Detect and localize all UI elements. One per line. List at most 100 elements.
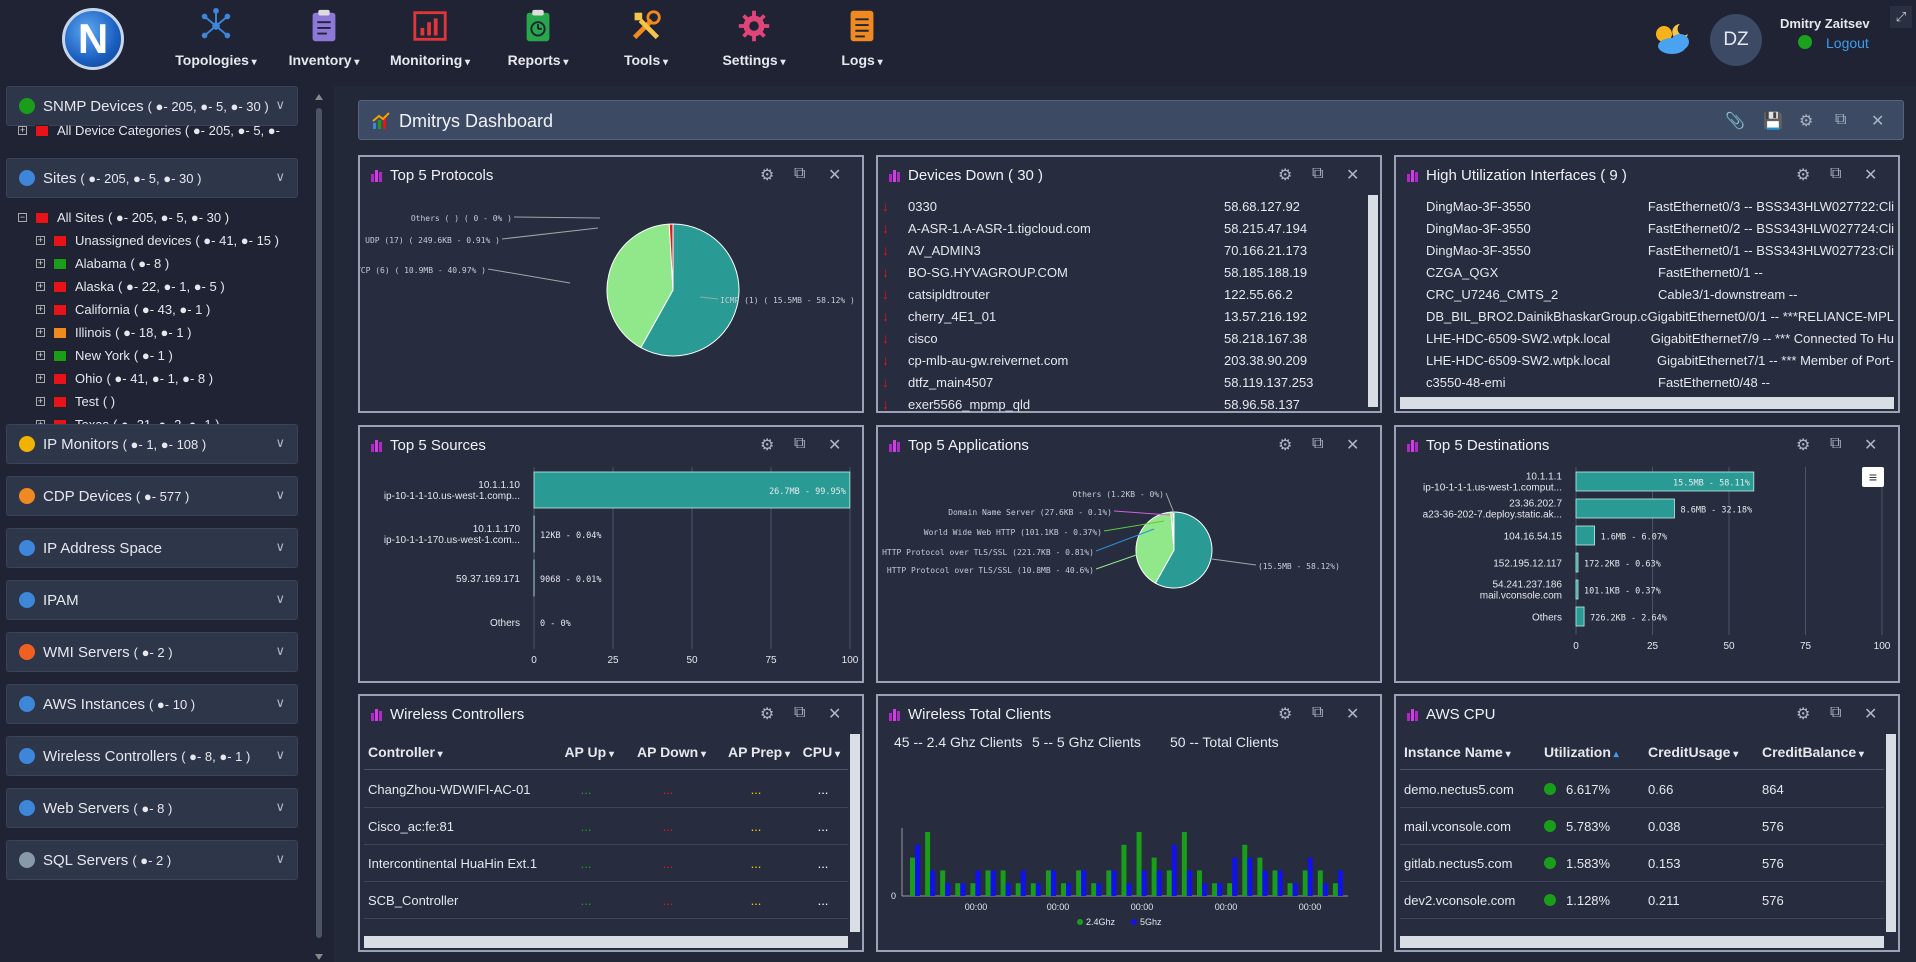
bar-5ghz[interactable]: [915, 844, 920, 896]
restore-icon[interactable]: ⧉: [1835, 111, 1847, 128]
bar[interactable]: [1575, 498, 1675, 519]
close-icon[interactable]: ✕: [1346, 167, 1360, 184]
vertical-scrollbar[interactable]: [850, 734, 860, 932]
site-tree-item[interactable]: + California( ●- 43, ●- 1 ): [36, 302, 210, 317]
bar-5ghz[interactable]: [1247, 857, 1253, 896]
interface-row[interactable]: DB_BIL_BRO2.DainikBhaskarGroup.com Gigabi…: [1426, 305, 1894, 327]
sidebar-section-accordion[interactable]: CDP Devices( ●- 577 ) ∨: [6, 476, 298, 516]
bar-5ghz[interactable]: [1066, 883, 1072, 896]
gear-icon[interactable]: ⚙: [760, 167, 775, 184]
bar-2.4ghz[interactable]: [1166, 870, 1172, 896]
bar-5ghz[interactable]: [975, 870, 981, 896]
save-icon[interactable]: 💾: [1763, 113, 1783, 130]
horizontal-scrollbar[interactable]: [1400, 397, 1894, 409]
bar[interactable]: [1575, 606, 1585, 627]
bar-5ghz[interactable]: [1096, 883, 1102, 896]
close-icon[interactable]: ✕: [828, 437, 842, 454]
device-row[interactable]: ↓ cp-mlb-au-gw.reivernet.com 203.38.90.209: [882, 349, 1366, 371]
site-tree-item[interactable]: + Unassigned devices( ●- 41, ●- 15 ): [36, 233, 279, 248]
bar-5ghz[interactable]: [945, 883, 951, 896]
restore-icon[interactable]: ⧉: [1830, 435, 1842, 452]
bar-2.4ghz[interactable]: [1136, 832, 1142, 896]
site-tree-item[interactable]: − All Sites( ●- 205, ●- 5, ●- 30 ): [18, 210, 229, 225]
close-icon[interactable]: ✕: [1864, 706, 1878, 723]
gear-icon[interactable]: ⚙: [1278, 167, 1293, 184]
bar-5ghz[interactable]: [1292, 883, 1298, 896]
nav-tools[interactable]: Tools: [591, 6, 701, 68]
nav-settings[interactable]: Settings: [699, 6, 809, 68]
site-tree-item[interactable]: + Alaska( ●- 22, ●- 1, ●- 5 ): [36, 279, 225, 294]
restore-icon[interactable]: ⧉: [1830, 165, 1842, 182]
sidebar-section-accordion[interactable]: AWS Instances( ●- 10 ) ∨: [6, 684, 298, 724]
device-row[interactable]: ↓ catsipldtrouter 122.55.66.2: [882, 283, 1366, 305]
table-row[interactable]: dev2.vconsole.com 1.128% 0.211 576: [1400, 882, 1884, 919]
interface-row[interactable]: c3550-48-emi FastEthernet0/48 --: [1426, 371, 1894, 393]
pie-slice[interactable]: [640, 223, 740, 357]
expand-icon[interactable]: +: [36, 304, 45, 314]
bar-2.4ghz[interactable]: [1181, 832, 1187, 896]
bar[interactable]: [1575, 579, 1579, 600]
close-icon[interactable]: ✕: [828, 706, 842, 723]
expand-icon[interactable]: +: [18, 125, 27, 135]
bar-2.4ghz[interactable]: [925, 832, 931, 896]
bar-5ghz[interactable]: [1141, 870, 1147, 896]
bar-5ghz[interactable]: [1081, 870, 1087, 896]
table-row[interactable]: SCB_Controller............: [364, 882, 848, 919]
bar-5ghz[interactable]: [1322, 883, 1328, 896]
close-icon[interactable]: ✕: [1864, 167, 1878, 184]
bar-2.4ghz[interactable]: [1106, 870, 1112, 896]
column-header[interactable]: Instance Name ▾: [1400, 744, 1540, 760]
close-icon[interactable]: ✕: [828, 167, 842, 184]
chart-menu-icon[interactable]: ≡: [1862, 467, 1884, 487]
sidebar-section-accordion[interactable]: IPAM ∨: [6, 580, 298, 620]
bar-5ghz[interactable]: [1217, 883, 1223, 896]
device-row[interactable]: ↓ A-ASR-1.A-ASR-1.tigcloud.com 58.215.47.1…: [882, 217, 1366, 239]
bar-2.4ghz[interactable]: [1000, 870, 1006, 896]
column-header[interactable]: CPU ▾: [798, 744, 848, 760]
expand-icon[interactable]: +: [36, 235, 45, 245]
gear-icon[interactable]: ⚙: [1278, 706, 1293, 723]
column-header[interactable]: AP Prep ▾: [714, 744, 798, 760]
restore-icon[interactable]: ⧉: [794, 435, 806, 452]
bar[interactable]: [1575, 552, 1579, 573]
bar-2.4ghz[interactable]: [1015, 883, 1021, 896]
site-tree-item[interactable]: + Test( ): [36, 394, 115, 409]
close-icon[interactable]: ✕: [1346, 706, 1360, 723]
bar-5ghz[interactable]: [1126, 883, 1132, 896]
sidebar-section-accordion[interactable]: Wireless Controllers( ●- 8, ●- 1 ) ∨: [6, 736, 298, 776]
site-tree-item[interactable]: + Alabama( ●- 8 ): [36, 256, 169, 271]
nav-monitoring[interactable]: Monitoring: [375, 6, 485, 68]
close-icon[interactable]: ✕: [1864, 437, 1878, 454]
bar-5ghz[interactable]: [990, 870, 996, 896]
sidebar-section-accordion[interactable]: Web Servers( ●- 8 ) ∨: [6, 788, 298, 828]
interface-row[interactable]: CRC_U7246_CMTS_2 Cable3/1-downstream --: [1426, 283, 1894, 305]
gear-icon[interactable]: ⚙: [760, 437, 775, 454]
bar-5ghz[interactable]: [1005, 883, 1011, 896]
bar-2.4ghz[interactable]: [1242, 844, 1248, 896]
bar-2.4ghz[interactable]: [940, 870, 946, 896]
bar-5ghz[interactable]: [930, 870, 936, 896]
bar-2.4ghz[interactable]: [1121, 844, 1127, 896]
restore-icon[interactable]: ⧉: [1312, 435, 1324, 452]
sidebar-section-accordion[interactable]: IP Monitors( ●- 1, ●- 108 ) ∨: [6, 424, 298, 464]
vertical-scrollbar[interactable]: [1886, 734, 1896, 932]
interface-row[interactable]: CZGA_QGX FastEthernet0/1 --: [1426, 261, 1894, 283]
bar-2.4ghz[interactable]: [1302, 870, 1308, 896]
collapse-icon[interactable]: −: [18, 212, 27, 222]
sites-accordion[interactable]: Sites ( ●- 205, ●- 5, ●- 30 ) ∨: [6, 158, 298, 198]
site-tree-item[interactable]: + Ohio( ●- 41, ●- 1, ●- 8 ): [36, 371, 213, 386]
sidebar-section-accordion[interactable]: SQL Servers( ●- 2 ) ∨: [6, 840, 298, 880]
bar[interactable]: [533, 471, 851, 509]
all-device-categories[interactable]: + All Device Categories ( ●- 205, ●- 5, …: [18, 123, 280, 138]
site-tree-item[interactable]: + Illinois( ●- 18, ●- 1 ): [36, 325, 192, 340]
bar-5ghz[interactable]: [1201, 883, 1207, 896]
interface-row[interactable]: LHE-HDC-6509-SW2.wtpk.local GigabitEthern…: [1426, 349, 1894, 371]
bar-5ghz[interactable]: [1035, 883, 1041, 896]
bar-2.4ghz[interactable]: [1317, 870, 1323, 896]
bar-5ghz[interactable]: [1232, 857, 1238, 896]
restore-icon[interactable]: ⧉: [794, 704, 806, 721]
expand-icon[interactable]: +: [36, 350, 45, 360]
table-row[interactable]: mail.vconsole.com 5.783% 0.038 576: [1400, 808, 1884, 845]
bar-2.4ghz[interactable]: [970, 883, 976, 896]
fullscreen-icon[interactable]: ⤢: [1890, 6, 1912, 28]
